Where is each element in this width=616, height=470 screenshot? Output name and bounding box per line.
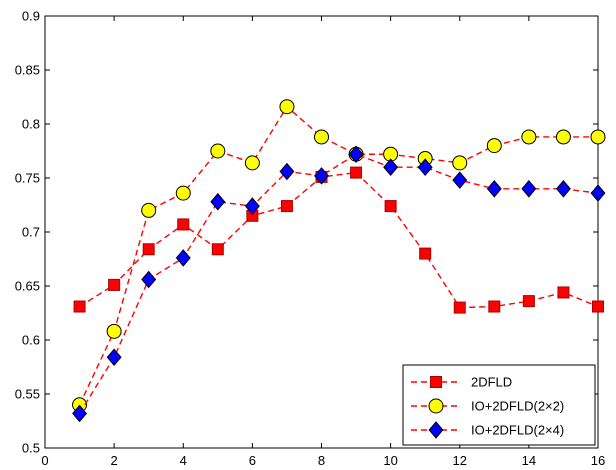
y-tick-label: 0.5 [22, 441, 40, 456]
series-1 [73, 166, 604, 314]
data-point [590, 129, 606, 145]
data-point [384, 200, 397, 213]
y-tick-label: 0.85 [15, 63, 40, 78]
y-tick-label: 0.9 [22, 9, 40, 24]
data-point [521, 180, 537, 198]
data-point [108, 278, 121, 291]
data-point [521, 129, 537, 145]
data-point [72, 404, 88, 423]
data-point [314, 129, 329, 145]
data-point [383, 158, 399, 176]
data-point [350, 166, 363, 179]
data-point [210, 143, 226, 159]
data-point [175, 185, 191, 201]
data-point [592, 300, 604, 313]
data-point [348, 145, 364, 164]
data-point [210, 192, 226, 211]
data-point [279, 99, 295, 115]
data-point [141, 202, 157, 218]
data-point [175, 249, 191, 267]
data-point [417, 158, 433, 176]
x-tick-label: 10 [383, 453, 397, 468]
series-layer [72, 99, 606, 423]
data-point [244, 155, 260, 171]
data-point [280, 200, 293, 213]
series-line [78, 153, 599, 414]
axis-ticks: 0 2 4 6 8 10 12 14 16 0.5 0.55 0.6 0.65 0.7 0.75 0.8 0.8… [15, 9, 606, 469]
data-point [452, 171, 468, 189]
y-tick-label: 0.75 [15, 171, 40, 186]
data-point [555, 180, 571, 198]
data-point [452, 155, 468, 171]
y-tick-label: 0.65 [15, 279, 40, 294]
data-point [142, 243, 155, 256]
data-point [279, 162, 295, 181]
data-point [488, 300, 501, 313]
data-point [244, 197, 260, 215]
legend-marker [428, 398, 444, 414]
legend-marker [430, 376, 442, 388]
y-tick-label: 0.7 [22, 225, 40, 240]
data-point [211, 243, 224, 256]
data-point [557, 286, 570, 299]
data-point [314, 167, 329, 185]
x-tick-label: 2 [111, 453, 118, 468]
legend-label: IO+2DFLD(2×4) [471, 423, 564, 438]
legend: 2DFLD IO+2DFLD(2×2) IO+2DFLD(2×4) [402, 364, 596, 446]
data-point [590, 184, 606, 202]
y-tick-label: 0.55 [15, 387, 40, 402]
legend-label: IO+2DFLD(2×2) [471, 399, 564, 414]
data-point [486, 138, 502, 154]
legend-label: 2DFLD [471, 375, 512, 390]
x-tick-label: 6 [249, 453, 256, 468]
data-point [522, 295, 535, 308]
x-tick-label: 12 [453, 453, 467, 468]
data-point [177, 218, 190, 231]
x-tick-label: 0 [41, 453, 48, 468]
x-tick-label: 4 [180, 453, 187, 468]
data-point [106, 348, 122, 367]
series-line [79, 171, 599, 309]
series-2 [72, 99, 606, 413]
data-point [486, 180, 502, 198]
data-point [73, 300, 86, 313]
data-point [555, 129, 571, 145]
series-3 [72, 145, 606, 423]
legend-marker [428, 421, 444, 439]
x-tick-label: 14 [522, 453, 536, 468]
data-point [106, 323, 122, 339]
data-point [453, 301, 466, 314]
x-tick-label: 16 [591, 453, 605, 468]
y-tick-label: 0.8 [22, 117, 40, 132]
x-tick-label: 8 [318, 453, 325, 468]
y-tick-label: 0.6 [22, 333, 40, 348]
data-point [419, 247, 432, 260]
data-point [141, 270, 157, 289]
